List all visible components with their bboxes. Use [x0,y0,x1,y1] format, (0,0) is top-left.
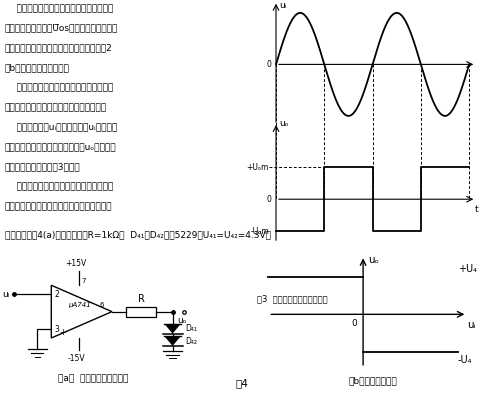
Text: 为了使输出电压有确定的数值并改善大信: 为了使输出电压有确定的数值并改善大信 [5,183,113,192]
Text: -U₄: -U₄ [458,355,472,365]
Text: uᵢ: uᵢ [280,1,287,10]
FancyBboxPatch shape [126,307,156,316]
Polygon shape [165,324,181,333]
Text: uₒ: uₒ [368,255,378,266]
Text: 假设输入信号uᵢ为正弦波，在uᵢ过零时，: 假设输入信号uᵢ为正弦波，在uᵢ过零时， [5,123,117,132]
Text: （b）电压传输特性: （b）电压传输特性 [348,376,397,385]
Text: 0: 0 [352,319,357,328]
Text: 图3  比较器的输入与输出波形: 图3 比较器的输入与输出波形 [257,295,328,304]
Text: 对于实际运算放大器，由于其增益不是无: 对于实际运算放大器，由于其增益不是无 [5,4,113,13]
Text: D₄₂: D₄₂ [185,337,197,346]
Text: t: t [475,205,479,214]
Text: -Uₒm: -Uₒm [250,227,269,236]
Text: R: R [137,294,144,304]
Text: 2: 2 [54,289,59,299]
Text: 3: 3 [54,325,59,334]
Text: +: + [60,328,66,337]
Text: uᵢ: uᵢ [2,289,10,299]
Text: uₒ: uₒ [177,316,187,325]
Polygon shape [165,336,181,346]
Text: 图4: 图4 [236,378,248,388]
Text: 6: 6 [99,302,104,308]
Text: 由以上工作原理可知，比较器中运放的反: 由以上工作原理可知，比较器中运放的反 [5,83,113,93]
Text: （a）  接上限幅器的比较器: （a） 接上限幅器的比较器 [58,374,128,383]
Text: -15V: -15V [67,354,85,363]
Text: D₄₁: D₄₁ [185,324,197,333]
Text: 0: 0 [266,195,272,204]
Text: μA741: μA741 [68,302,91,308]
Text: uᵢ: uᵢ [467,320,476,330]
Text: +15V: +15V [66,259,87,268]
Text: uₒ: uₒ [280,119,289,128]
Text: 限幅器。如图4(a)所示。图中：R=1kΩ，  D₄₁、D₄₂采用5229，U₄₁=U₄₂=4.3V。: 限幅器。如图4(a)所示。图中：R=1kΩ， D₄₁、D₄₂采用5229，U₄₁… [5,230,271,239]
Text: +U₄: +U₄ [458,264,477,274]
Text: 比较器的输出就跳变一次，因此，uₒ为正、负: 比较器的输出就跳变一次，因此，uₒ为正、负 [5,143,117,152]
Text: 限大，输入失调电压U̅os不等于零，因此，输: 限大，输入失调电压U̅os不等于零，因此，输 [5,24,118,33]
Text: 出状态的转换不是突然的，其传输特性如图2: 出状态的转换不是突然的，其传输特性如图2 [5,44,113,53]
Text: 0: 0 [266,60,272,69]
Text: 向输入端和同相输入端的电压不一定相等。: 向输入端和同相输入端的电压不一定相等。 [5,103,107,112]
Text: +Uₒm: +Uₒm [246,163,269,172]
Text: 相间的方波电压，如图3所示。: 相间的方波电压，如图3所示。 [5,163,80,172]
Text: 号时的传输特性，经常在比较器的输出端接上: 号时的传输特性，经常在比较器的输出端接上 [5,202,112,212]
Text: 7: 7 [81,278,86,284]
Text: （b）所示，存在线性区。: （b）所示，存在线性区。 [5,64,70,73]
